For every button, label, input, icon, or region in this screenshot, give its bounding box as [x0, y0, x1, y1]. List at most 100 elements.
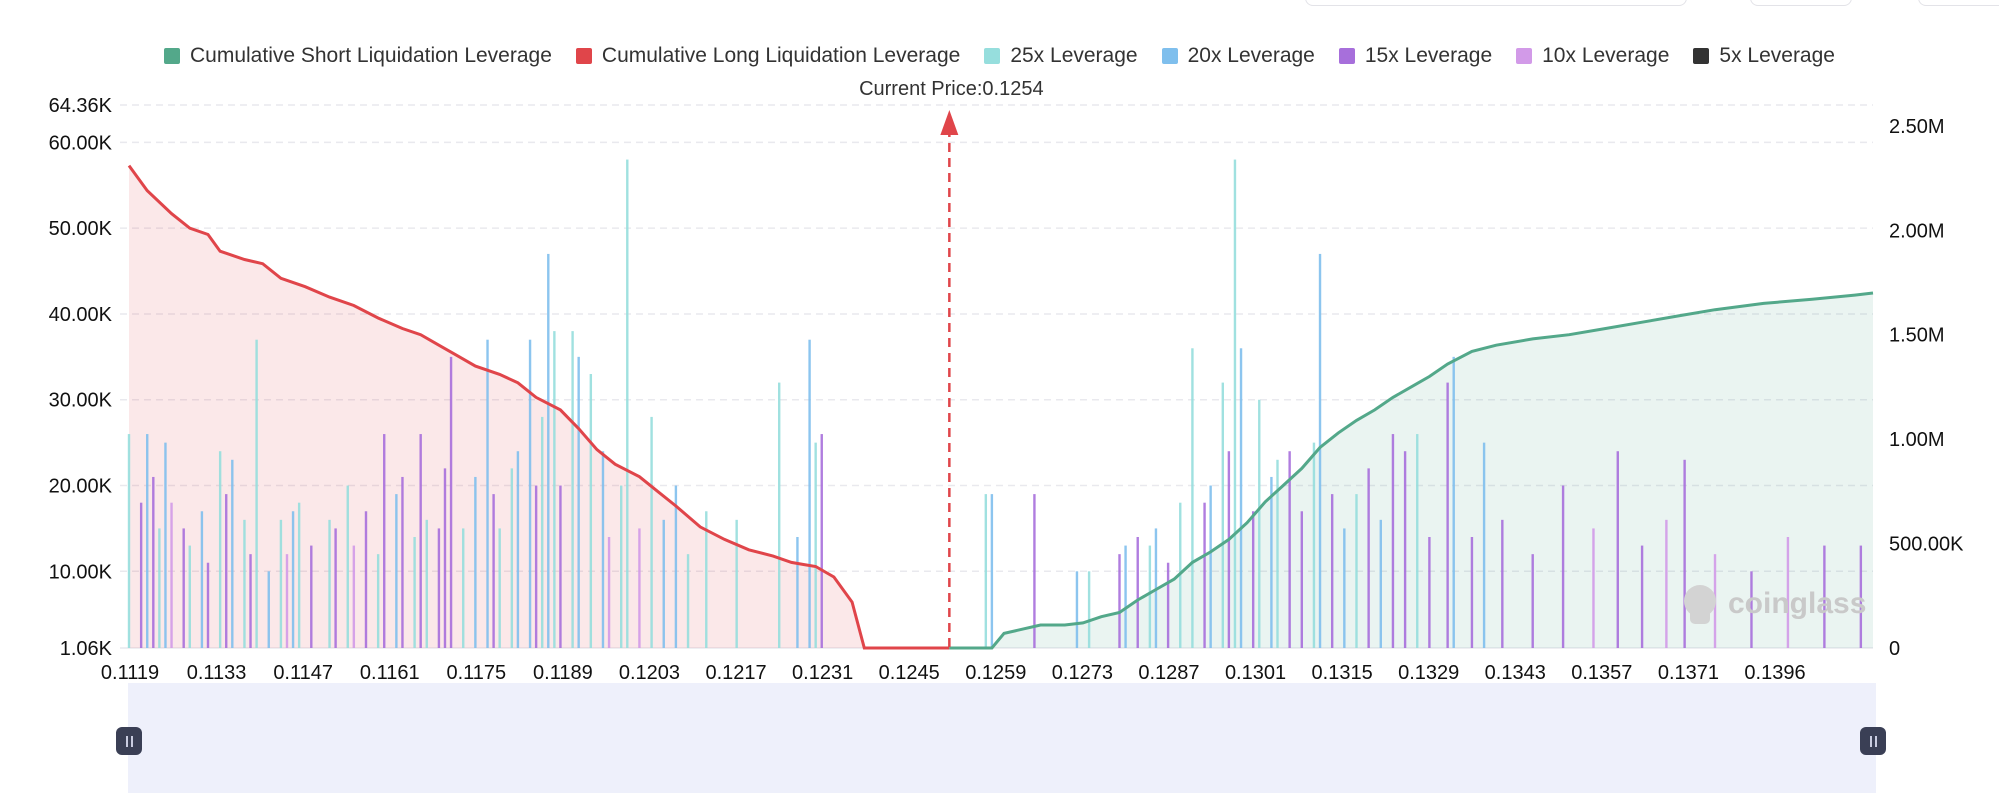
leverage-bar[interactable] — [559, 485, 562, 648]
leverage-bar[interactable] — [516, 451, 520, 648]
leverage-bar[interactable] — [1233, 159, 1237, 648]
leverage-bar[interactable] — [158, 528, 161, 648]
leverage-bar[interactable] — [1786, 536, 1790, 648]
leverage-bar[interactable] — [589, 374, 593, 648]
leverage-bar[interactable] — [1148, 545, 1152, 648]
leverage-bar[interactable] — [231, 459, 234, 648]
leverage-bar[interactable] — [1750, 571, 1753, 648]
leverage-bar[interactable] — [1683, 459, 1686, 648]
leverage-bar[interactable] — [990, 494, 994, 648]
leverage-bar[interactable] — [1191, 348, 1194, 648]
leverage-bar[interactable] — [820, 434, 823, 648]
zoom-slider-track[interactable] — [128, 683, 1876, 793]
leverage-bar[interactable] — [1258, 399, 1261, 648]
leverage-bar[interactable] — [1033, 494, 1036, 648]
leverage-bar[interactable] — [413, 536, 416, 648]
leverage-bar[interactable] — [1136, 536, 1139, 648]
leverage-bar[interactable] — [662, 519, 665, 648]
leverage-bar[interactable] — [127, 434, 131, 648]
leverage-bar[interactable] — [170, 502, 173, 648]
leverage-bar[interactable] — [808, 339, 811, 648]
leverage-bar[interactable] — [1118, 554, 1121, 648]
leverage-bar[interactable] — [705, 511, 708, 648]
leverage-bar[interactable] — [291, 511, 295, 648]
leverage-bar[interactable] — [383, 434, 386, 648]
leverage-bar[interactable] — [267, 571, 270, 648]
leverage-bar[interactable] — [285, 554, 289, 648]
leverage-bar[interactable] — [1209, 485, 1212, 648]
leverage-bar[interactable] — [146, 434, 149, 648]
leverage-bar[interactable] — [188, 545, 191, 648]
leverage-bar[interactable] — [1379, 519, 1382, 648]
leverage-bar[interactable] — [1616, 451, 1619, 648]
leverage-bar[interactable] — [182, 528, 185, 648]
leverage-bar[interactable] — [419, 434, 422, 648]
legend-item-cumulative-short-liquidation-leverage[interactable]: Cumulative Short Liquidation Leverage — [164, 44, 552, 68]
leverage-bar[interactable] — [1391, 434, 1395, 648]
leverage-bar[interactable] — [437, 528, 441, 648]
leverage-bar[interactable] — [1239, 348, 1243, 648]
zoom-slider-right-handle[interactable] — [1860, 727, 1886, 755]
leverage-bar[interactable] — [1367, 468, 1370, 648]
leverage-bar[interactable] — [1561, 485, 1565, 648]
leverage-bar[interactable] — [364, 511, 368, 648]
leverage-bar[interactable] — [1288, 451, 1291, 648]
leverage-bar[interactable] — [1823, 545, 1826, 648]
legend-item-25x-leverage[interactable]: 25x Leverage — [984, 44, 1138, 68]
leverage-bar[interactable] — [1859, 545, 1863, 648]
leverage-bar[interactable] — [1251, 511, 1255, 648]
leverage-bar[interactable] — [443, 468, 447, 648]
leverage-bar[interactable] — [1203, 502, 1206, 648]
leverage-bar[interactable] — [607, 536, 611, 648]
leverage-bar[interactable] — [1270, 476, 1273, 648]
leverage-bar[interactable] — [449, 356, 453, 648]
leverage-bar[interactable] — [462, 528, 465, 648]
leverage-bar[interactable] — [735, 519, 738, 648]
leverage-bar[interactable] — [243, 519, 246, 648]
leverage-bar[interactable] — [510, 468, 514, 648]
leverage-bar[interactable] — [376, 554, 380, 648]
leverage-bar[interactable] — [249, 554, 252, 648]
leverage-bar[interactable] — [1416, 434, 1419, 648]
leverage-bar[interactable] — [534, 485, 538, 648]
leverage-bar[interactable] — [310, 545, 313, 648]
leverage-bar[interactable] — [1166, 562, 1170, 648]
leverage-bar[interactable] — [206, 562, 210, 648]
legend-item-cumulative-long-liquidation-leverage[interactable]: Cumulative Long Liquidation Leverage — [575, 44, 960, 68]
leverage-bar[interactable] — [577, 356, 580, 648]
leverage-bar[interactable] — [1075, 571, 1079, 648]
leverage-bar[interactable] — [601, 451, 605, 648]
leverage-bar[interactable] — [498, 528, 501, 648]
leverage-bar[interactable] — [1452, 356, 1455, 648]
leverage-bar[interactable] — [1531, 554, 1534, 648]
leverage-bar[interactable] — [328, 519, 331, 648]
leverage-bar[interactable] — [1592, 528, 1595, 648]
leverage-bar[interactable] — [492, 494, 495, 648]
leverage-bar[interactable] — [346, 485, 349, 648]
leverage-bar[interactable] — [297, 502, 301, 648]
leverage-bar[interactable] — [218, 451, 222, 648]
leverage-bar[interactable] — [1330, 494, 1334, 648]
leverage-bar[interactable] — [1087, 571, 1091, 648]
leverage-bar[interactable] — [547, 253, 550, 648]
leverage-bar[interactable] — [200, 511, 204, 648]
leverage-bar[interactable] — [1446, 382, 1449, 648]
leverage-bar[interactable] — [1640, 545, 1644, 648]
leverage-bar[interactable] — [1276, 459, 1279, 648]
leverage-bar[interactable] — [474, 476, 477, 648]
leverage-bar[interactable] — [334, 528, 337, 648]
leverage-bar[interactable] — [814, 442, 817, 648]
leverage-bar[interactable] — [674, 485, 678, 648]
leverage-bar[interactable] — [164, 442, 167, 648]
legend-item-5x-leverage[interactable]: 5x Leverage — [1693, 44, 1835, 68]
leverage-bar[interactable] — [1227, 451, 1231, 648]
leverage-bar[interactable] — [352, 545, 356, 648]
leverage-bar[interactable] — [778, 382, 781, 648]
leverage-bar[interactable] — [279, 519, 283, 648]
legend-item-20x-leverage[interactable]: 20x Leverage — [1161, 44, 1315, 68]
leverage-bar[interactable] — [1355, 494, 1358, 648]
leverage-bar[interactable] — [1665, 519, 1668, 648]
leverage-bar[interactable] — [571, 331, 574, 648]
leverage-bar[interactable] — [1221, 382, 1224, 648]
leverage-bar[interactable] — [541, 416, 544, 648]
